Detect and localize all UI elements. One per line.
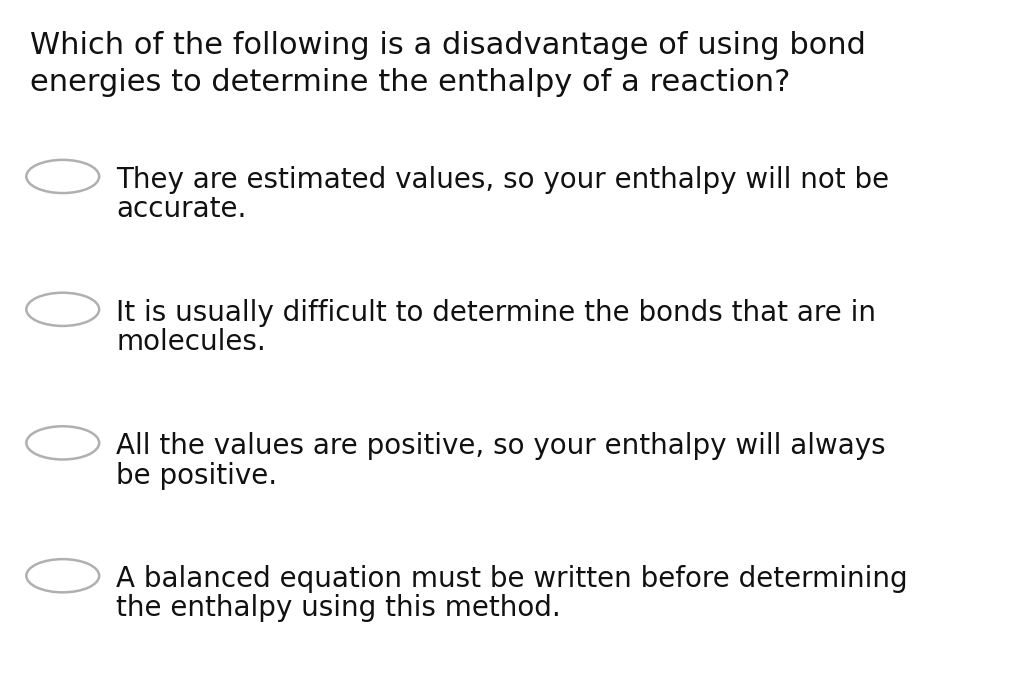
- Text: They are estimated values, so your enthalpy will not be: They are estimated values, so your entha…: [116, 166, 889, 194]
- Text: Which of the following is a disadvantage of using bond
energies to determine the: Which of the following is a disadvantage…: [30, 31, 865, 97]
- Text: be positive.: be positive.: [116, 462, 277, 489]
- Text: All the values are positive, so your enthalpy will always: All the values are positive, so your ent…: [116, 432, 885, 460]
- Text: accurate.: accurate.: [116, 195, 247, 223]
- Text: A balanced equation must be written before determining: A balanced equation must be written befo…: [116, 565, 907, 593]
- Text: molecules.: molecules.: [116, 328, 266, 356]
- Text: the enthalpy using this method.: the enthalpy using this method.: [116, 594, 560, 622]
- Text: It is usually difficult to determine the bonds that are in: It is usually difficult to determine the…: [116, 299, 876, 327]
